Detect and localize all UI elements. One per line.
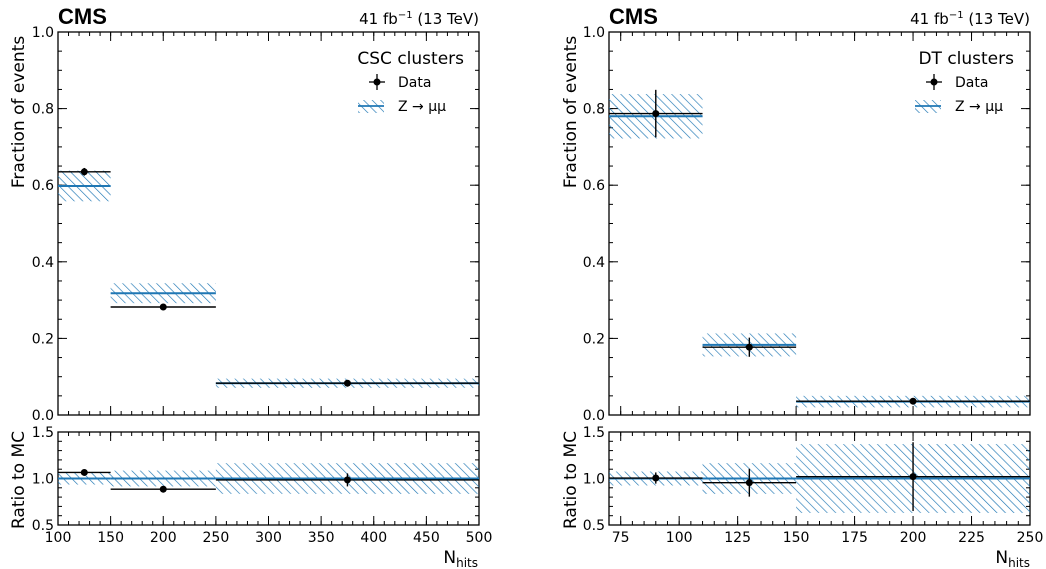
lumi-label: 41 fb−1 (13 TeV) bbox=[359, 10, 479, 28]
ratio-axis-label: Ratio to MC bbox=[561, 431, 581, 529]
x-tick-label: 400 bbox=[360, 530, 387, 546]
panel-dt: CMS 41 fb−1 (13 TeV) 0.00.20.40.60.81.0 … bbox=[561, 4, 1043, 569]
data-point bbox=[159, 303, 167, 311]
y-tick-label: 1.0 bbox=[583, 25, 605, 41]
x-axis-label: Nhits bbox=[995, 548, 1030, 569]
ratio-y-tick-label: 1.0 bbox=[583, 472, 605, 488]
legend-data-label: Data bbox=[955, 75, 988, 91]
y-tick-label: 1.0 bbox=[32, 25, 54, 41]
x-tick-label: 75 bbox=[612, 530, 630, 546]
x-tick-label: 100 bbox=[45, 530, 72, 546]
main-plot: 0.0 0.2 0.4 0.6 0.8 1.0 bbox=[32, 25, 480, 424]
x-tick-label: 150 bbox=[97, 530, 124, 546]
data-point bbox=[909, 397, 917, 405]
ratio-y-tick-label: 1.0 bbox=[32, 472, 54, 488]
x-tick-label: 450 bbox=[413, 530, 440, 546]
ratio-y-tick-label: 0.5 bbox=[583, 518, 605, 534]
legend-data-entry: Data bbox=[926, 74, 988, 91]
y-axis-label: Fraction of events bbox=[9, 36, 29, 188]
ratio-axis-label: Ratio to MC bbox=[9, 431, 29, 529]
experiment-label: CMS bbox=[58, 4, 107, 29]
x-tick-label: 150 bbox=[783, 530, 810, 546]
x-tick-label: 300 bbox=[255, 530, 282, 546]
y-tick-label: 0.4 bbox=[32, 255, 54, 271]
lumi-label: 41 fb−1 (13 TeV) bbox=[910, 10, 1030, 28]
legend-title: DT clusters bbox=[918, 49, 1014, 69]
main-plot: 0.0 0.2 0.4 0.6 0.8 1.0 bbox=[583, 25, 1031, 424]
legend-data-marker bbox=[930, 78, 938, 86]
x-tick-label: 250 bbox=[203, 530, 230, 546]
experiment-label: CMS bbox=[609, 4, 658, 29]
legend-title: CSC clusters bbox=[357, 49, 464, 69]
x-tick-label: 350 bbox=[308, 530, 335, 546]
y-tick-label: 0.6 bbox=[583, 178, 605, 194]
ratio-data-point bbox=[652, 474, 660, 482]
ratio-data-point bbox=[909, 473, 917, 481]
x-tick-label: 250 bbox=[1017, 530, 1044, 546]
x-tick-label: 500 bbox=[466, 530, 493, 546]
data-point bbox=[343, 379, 351, 387]
y-tick-label: 0.2 bbox=[32, 331, 54, 347]
x-tick-label: 125 bbox=[724, 530, 751, 546]
y-axis-label: Fraction of events bbox=[561, 36, 581, 188]
x-tick-label: 200 bbox=[900, 530, 927, 546]
x-tick-label: 175 bbox=[841, 530, 868, 546]
x-tick-label: 225 bbox=[958, 530, 985, 546]
ratio-y-tick-label: 1.5 bbox=[32, 425, 54, 441]
legend-data-entry: Data bbox=[369, 74, 431, 91]
ratio-y-tick-label: 1.5 bbox=[583, 425, 605, 441]
legend-mc-label: Z → μμ bbox=[955, 99, 1003, 115]
ratio-plot: 0.5 1.0 1.5 100 150 200 250 300 350 400 450 500 bbox=[32, 425, 493, 546]
x-tick-label: 200 bbox=[150, 530, 177, 546]
y-tick-label: 0.8 bbox=[583, 102, 605, 118]
data-point bbox=[745, 343, 753, 351]
panel-csc: CMS 41 fb−1 (13 TeV) 0.00.20.40.60.81.0 … bbox=[9, 4, 492, 569]
y-tick-label: 0.0 bbox=[583, 408, 605, 424]
y-tick-label: 0.8 bbox=[32, 102, 54, 118]
legend-data-label: Data bbox=[398, 75, 431, 91]
ratio-data-point bbox=[159, 485, 167, 493]
y-tick-label: 0.0 bbox=[32, 408, 54, 424]
y-tick-label: 0.2 bbox=[583, 331, 605, 347]
legend-mc-entry: Z → μμ bbox=[915, 99, 1003, 115]
ratio-data-point bbox=[80, 468, 88, 476]
legend-mc-label: Z → μμ bbox=[398, 99, 446, 115]
ratio-plot: 0.5 1.0 1.5 75 100 125 150 175 200 225 250 bbox=[583, 425, 1044, 546]
ratio-data-point bbox=[745, 479, 753, 487]
data-point bbox=[80, 168, 88, 176]
y-tick-label: 0.6 bbox=[32, 178, 54, 194]
legend-mc-entry: Z → μμ bbox=[358, 99, 446, 115]
ratio-data-point bbox=[343, 476, 351, 484]
x-axis-label: Nhits bbox=[443, 548, 478, 569]
y-tick-label: 0.4 bbox=[583, 255, 605, 271]
ratio-y-tick-label: 0.5 bbox=[32, 518, 54, 534]
data-point bbox=[652, 110, 660, 118]
x-tick-label: 100 bbox=[666, 530, 693, 546]
legend-data-marker bbox=[373, 78, 381, 86]
